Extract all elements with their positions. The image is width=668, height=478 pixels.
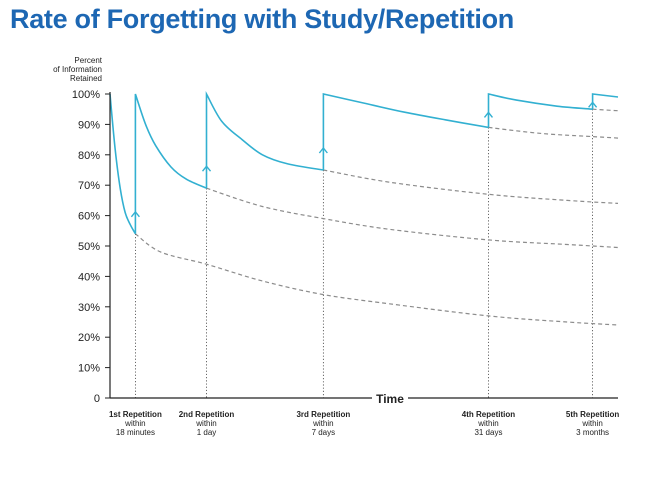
retention-curve-solid [109, 93, 137, 235]
repetition-within-label: within [124, 419, 145, 428]
forgetting-curve-dashed [323, 169, 619, 204]
repetition-label: 5th Repetition [566, 410, 619, 419]
y-tick-label: 40% [78, 271, 100, 283]
repetition-arrow-icon [483, 111, 494, 118]
repetition-label: 3rd Repetition [296, 410, 350, 419]
y-tick-label: 0 [94, 393, 100, 405]
repetition-period-label: 1 day [197, 428, 217, 437]
y-tick-label: 20% [78, 332, 100, 344]
y-axis-label-line-1: Percent [74, 56, 102, 65]
forgetting-curve-dashed [488, 126, 619, 139]
retention-curve-solid [134, 93, 207, 234]
y-tick-label: 10% [78, 363, 100, 375]
repetition-within-label: within [312, 419, 333, 428]
repetition-arrow-icon [318, 146, 328, 154]
repetition-arrow-icon [201, 165, 212, 172]
repetition-label: 4th Repetition [462, 410, 515, 419]
repetition-period-label: 3 months [576, 428, 609, 437]
y-tick-label: 80% [78, 150, 100, 162]
repetition-within-label: within [581, 419, 602, 428]
repetition-within-label: within [477, 419, 498, 428]
y-tick-label: 90% [78, 119, 100, 131]
forgetting-curve-dashed [135, 233, 619, 326]
retention-curve-solid [205, 90, 324, 189]
y-tick-label: 70% [78, 180, 100, 192]
repetition-arrow-icon [588, 101, 598, 108]
y-axis-label-line-3: Retained [69, 74, 102, 83]
y-tick-label: 60% [78, 211, 100, 223]
y-tick-label: 30% [78, 302, 100, 314]
chart-title: Rate of Forgetting with Study/Repetition [10, 4, 514, 34]
repetition-period-label: 18 minutes [116, 428, 155, 437]
repetition-arrow-icon [130, 210, 140, 218]
retention-curve-solid [322, 93, 489, 170]
y-tick-label: 100% [72, 89, 100, 101]
repetition-period-label: 7 days [312, 428, 336, 437]
y-axis-label-line-2: of Information [53, 65, 102, 74]
retention-curve-solid [487, 93, 593, 128]
repetition-within-label: within [195, 419, 216, 428]
retention-curve-solid [591, 93, 619, 110]
repetition-label: 1st Repetition [109, 410, 162, 419]
repetition-period-label: 31 days [474, 428, 502, 437]
forgetting-curve-dashed [206, 187, 619, 249]
y-tick-label: 50% [78, 241, 100, 253]
x-axis-label: Time [376, 392, 404, 406]
forgetting-curve-dashed [592, 108, 619, 112]
repetition-label: 2nd Repetition [179, 410, 235, 419]
